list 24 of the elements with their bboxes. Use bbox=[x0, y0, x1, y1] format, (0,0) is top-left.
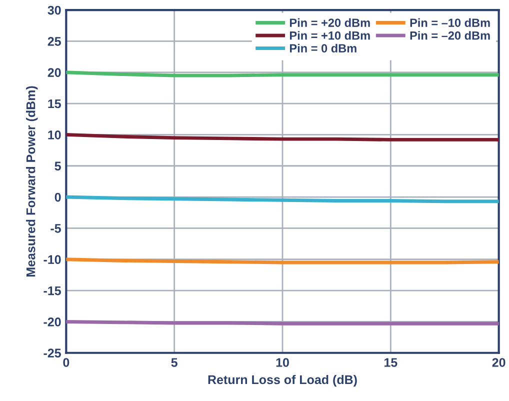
legend-label: Pin = +10 dBm bbox=[290, 31, 370, 40]
x-tick-label: 5 bbox=[171, 358, 178, 367]
x-axis-title: Return Loss of Load (dB) bbox=[208, 374, 357, 387]
y-tick-label: 0 bbox=[54, 192, 61, 202]
y-tick-label: -10 bbox=[44, 255, 61, 264]
y-tick-label: -20 bbox=[44, 318, 61, 326]
y-tick-label: 10 bbox=[48, 130, 61, 140]
y-tick-label: 5 bbox=[54, 162, 61, 171]
legend-label: Pin = 0 dBm bbox=[290, 44, 356, 53]
y-axis-title: Measured Forward Power (dBm) bbox=[26, 86, 38, 276]
y-tick-label: 15 bbox=[48, 99, 61, 108]
y-tick-label: 20 bbox=[48, 68, 61, 78]
x-tick-label: 20 bbox=[492, 358, 506, 367]
y-tick-label: 25 bbox=[48, 36, 61, 46]
x-tick-label: 0 bbox=[63, 358, 70, 367]
legend-label: Pin = –10 dBm bbox=[410, 18, 490, 27]
legend-label: Pin = –20 dBm bbox=[410, 31, 490, 40]
x-tick-label: 10 bbox=[276, 358, 289, 367]
legend-label: Pin = +20 dBm bbox=[290, 18, 370, 27]
y-tick-label: -25 bbox=[44, 348, 61, 358]
y-tick-label: -15 bbox=[44, 286, 61, 296]
y-tick-label: -5 bbox=[50, 224, 61, 233]
x-tick-label: 15 bbox=[384, 358, 398, 367]
y-tick-label: 30 bbox=[48, 6, 61, 15]
